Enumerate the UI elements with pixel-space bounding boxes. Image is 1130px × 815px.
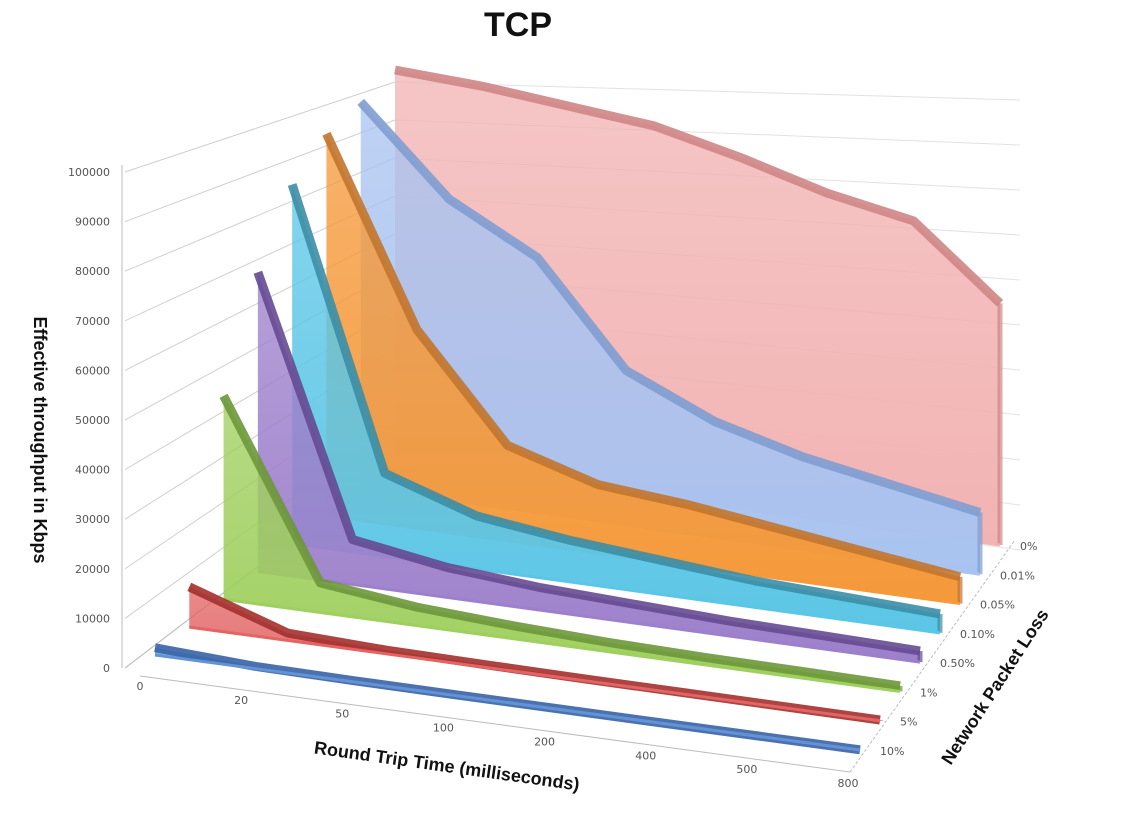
- x-tick-label: 200: [534, 735, 555, 748]
- z-tick-label: 0.10%: [960, 628, 995, 641]
- back-wall-gridline: [394, 81, 1021, 101]
- area-top-edge: [322, 131, 962, 582]
- area-top-edge: [219, 393, 901, 691]
- series-10pct: [154, 643, 863, 755]
- chart-title: TCP: [484, 6, 552, 44]
- series-0-50pct: [253, 270, 923, 664]
- x-tick-label: 0: [137, 680, 144, 693]
- area-top-edge: [287, 183, 941, 619]
- y-tick-label: 20000: [75, 563, 110, 576]
- series-areas: [154, 65, 1004, 755]
- z-tick-label: 0.01%: [1000, 569, 1035, 582]
- y-tick-label: 70000: [75, 315, 110, 328]
- z-axis-line: [849, 539, 1016, 773]
- z-tick-label: 1%: [920, 686, 937, 699]
- area-face: [326, 133, 960, 604]
- series-5pct: [187, 582, 883, 725]
- x-tick-label: 500: [736, 763, 757, 776]
- x-tick-label: 20: [234, 694, 248, 707]
- area-top-edge: [394, 65, 1004, 307]
- x-tick-label: 800: [838, 777, 859, 790]
- z-tick-label: 5%: [900, 716, 917, 729]
- series-1pct: [219, 393, 903, 693]
- area-face: [292, 184, 941, 633]
- y-tick-label: 40000: [75, 464, 110, 477]
- left-wall-gridline: [124, 81, 396, 173]
- x-tick-label: 50: [335, 708, 349, 721]
- x-tick-label: 400: [635, 749, 656, 762]
- x-axis-line: [139, 675, 851, 773]
- y-tick-label: 10000: [75, 612, 110, 625]
- y-tick-label: 0: [103, 662, 110, 675]
- z-tick-label: 0.05%: [980, 599, 1015, 612]
- x-axis-tick-labels: 0 20 50 100 200 400 500 800: [137, 680, 859, 790]
- area-top-edge: [357, 98, 982, 517]
- y-tick-label: 50000: [75, 414, 110, 427]
- z-tick-label: 0.50%: [940, 657, 975, 670]
- area-base: [223, 597, 901, 693]
- area-base: [257, 569, 921, 664]
- z-tick-label: 10%: [880, 745, 904, 758]
- y-axis-title: Effective throughput in Kbps: [30, 317, 50, 564]
- y-axis-tick-labels: 0 10000 20000 30000 40000 50000 60000 70000 8000…: [68, 166, 110, 675]
- y-tick-label: 100000: [68, 166, 110, 179]
- y-tick-label: 90000: [75, 216, 110, 229]
- left-wall-gridline: [124, 119, 396, 223]
- area-top-edge: [253, 270, 921, 656]
- area-base: [189, 625, 881, 723]
- y-tick-label: 60000: [75, 364, 110, 377]
- z-tick-label: 0%: [1020, 540, 1037, 553]
- x-tick-label: 100: [433, 722, 454, 735]
- y-tick-label: 30000: [75, 513, 110, 526]
- area-face: [223, 395, 901, 692]
- y-tick-label: 80000: [75, 265, 110, 278]
- z-axis-title: Network Packet Loss: [937, 605, 1052, 768]
- z-axis-tick-labels: 0% 0.01% 0.05% 0.10% 0.50% 1% 5% 10%: [880, 540, 1037, 758]
- area-base: [154, 653, 861, 752]
